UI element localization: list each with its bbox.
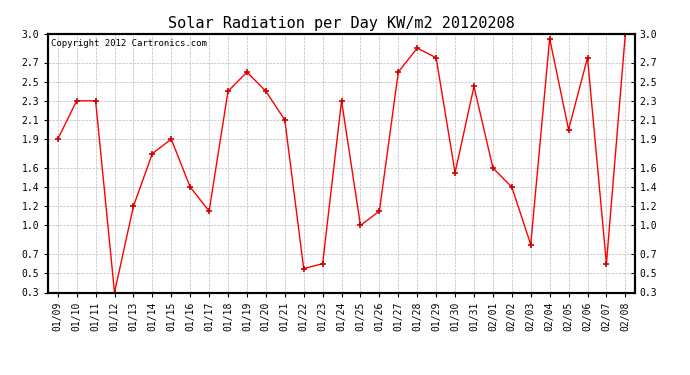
Title: Solar Radiation per Day KW/m2 20120208: Solar Radiation per Day KW/m2 20120208: [168, 16, 515, 31]
Text: Copyright 2012 Cartronics.com: Copyright 2012 Cartronics.com: [51, 39, 207, 48]
